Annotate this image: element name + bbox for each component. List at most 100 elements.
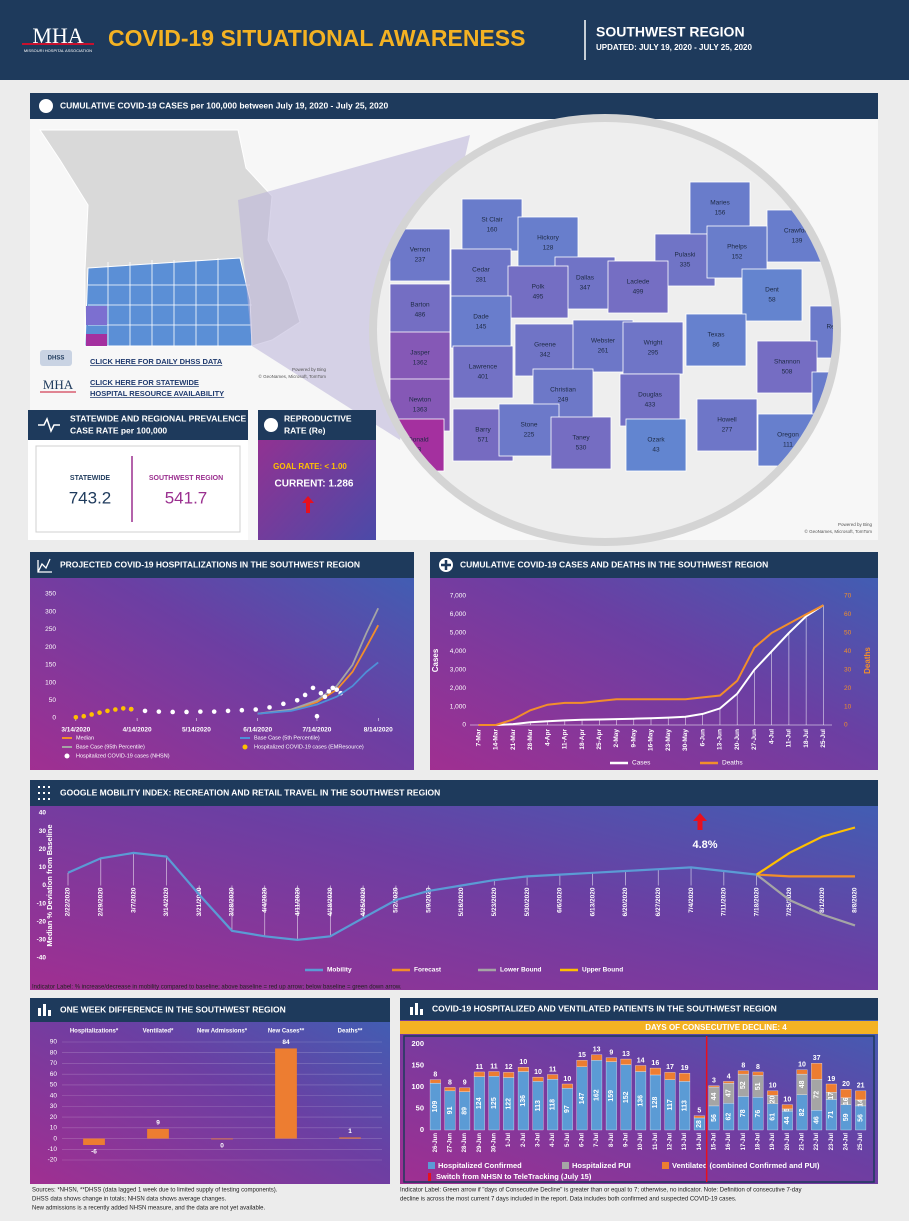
value-label: 147 xyxy=(579,1092,586,1104)
legend-label: Upper Bound xyxy=(582,967,623,974)
legend-swatch xyxy=(64,753,70,759)
y-tick-label: -20 xyxy=(37,918,47,925)
x-tick-label: 21-Mar xyxy=(510,729,517,750)
x-tick-label: 3/14/2020 xyxy=(61,727,90,734)
chart-panel xyxy=(30,998,390,1184)
legend-label: Ventilated (combined Confirmed and PUI) xyxy=(672,1161,820,1170)
y2-tick-label: 40 xyxy=(844,648,852,655)
bar-segment xyxy=(503,1072,515,1078)
bar-segment xyxy=(591,1054,603,1061)
x-tick-label: 25-Jul xyxy=(820,729,827,748)
x-tick-label: 5/30/2020 xyxy=(524,887,531,916)
projection-line xyxy=(257,607,380,715)
section-title: GOOGLE MOBILITY INDEX: RECREATION AND RE… xyxy=(60,787,440,797)
case-dot xyxy=(302,692,308,698)
x-tick-label: 21-Jul xyxy=(800,1133,806,1151)
x-tick-label: 3-Jul xyxy=(536,1133,542,1147)
section-title: RATE (Re) xyxy=(284,425,326,435)
value-label: 13 xyxy=(593,1047,601,1054)
x-tick-label: 6/20/2020 xyxy=(622,887,629,916)
county-value: 495 xyxy=(533,294,544,301)
x-tick-label: 14-Mar xyxy=(493,729,500,750)
county-name: Christian xyxy=(550,387,576,394)
section-bar xyxy=(400,998,878,1020)
section-bar xyxy=(30,780,878,806)
y-tick-label: 300 xyxy=(45,608,56,615)
x-tick-label: 3/21/2020 xyxy=(196,887,203,916)
value-label: 113 xyxy=(682,1100,689,1111)
case-dot xyxy=(184,709,189,715)
value-label: 47 xyxy=(726,1089,733,1097)
section-bar xyxy=(30,552,414,578)
link[interactable]: CLICK HERE FOR STATEWIDE xyxy=(90,378,199,387)
bar-segment xyxy=(796,1069,808,1075)
section-bar xyxy=(430,552,878,578)
county-value: 160 xyxy=(487,227,498,234)
county-name: Oregon xyxy=(777,432,799,439)
value-label: 17 xyxy=(666,1064,674,1071)
y-tick-label: 3,000 xyxy=(450,666,467,673)
map-credit: Powered by Bing xyxy=(838,522,873,527)
value-label: 84 xyxy=(282,1039,290,1046)
county xyxy=(450,248,512,302)
link[interactable]: HOSPITAL RESOURCE AVAILABILITY xyxy=(90,389,224,398)
value-label: 3 xyxy=(712,1078,716,1085)
legend-swatch xyxy=(428,1173,431,1181)
value-label: 113 xyxy=(535,1100,542,1111)
y-tick-label: 50 xyxy=(49,697,57,704)
bar-segment xyxy=(693,1115,705,1119)
value-label: 118 xyxy=(550,1099,557,1110)
series-line xyxy=(478,604,824,726)
county xyxy=(685,313,747,367)
bar-segment xyxy=(752,1071,764,1076)
x-tick-label: 1-Jul xyxy=(506,1133,512,1147)
region-map xyxy=(84,257,253,347)
value-label: 52 xyxy=(740,1081,747,1089)
section-icon xyxy=(39,99,53,113)
bar-segment xyxy=(576,1060,588,1067)
county-name: Texas xyxy=(708,332,726,339)
x-tick-label: 19-Jul xyxy=(770,1133,776,1151)
case-dot xyxy=(73,714,79,720)
value-label: 56 xyxy=(711,1114,718,1122)
section-bar xyxy=(30,998,390,1022)
bar-segment xyxy=(679,1073,691,1082)
bar xyxy=(339,1137,361,1139)
value-label: 89 xyxy=(462,1107,469,1115)
county-value: 499 xyxy=(633,289,644,296)
x-tick-label: 13-Jul xyxy=(682,1133,688,1151)
series-line xyxy=(756,873,855,878)
county xyxy=(389,283,451,337)
county xyxy=(741,268,803,322)
county xyxy=(696,398,758,452)
note: Indicator Label: Green arrow if "days of… xyxy=(400,1188,801,1194)
value-label: 20 xyxy=(842,1081,850,1088)
section-title: STATEWIDE AND REGIONAL PREVALENCE xyxy=(70,413,246,423)
county-value: 139 xyxy=(792,238,803,245)
chart-panel xyxy=(30,780,878,990)
value-label: 14 xyxy=(637,1057,645,1064)
value-label: 91 xyxy=(447,1106,454,1114)
section-title: REPRODUCTIVE xyxy=(284,413,352,423)
county-name: Jasper xyxy=(410,350,430,357)
bar-segment xyxy=(723,1081,735,1084)
x-tick-label: 5-Jul xyxy=(565,1133,571,1147)
category-label: Ventilated* xyxy=(143,1029,174,1035)
link-badge-text: MHA xyxy=(43,377,74,392)
county xyxy=(450,295,512,349)
county xyxy=(498,403,560,457)
link[interactable]: CLICK HERE FOR DAILY DHSS DATA xyxy=(90,357,223,366)
x-tick-label: 6/13/2020 xyxy=(589,887,596,916)
case-dot xyxy=(281,701,286,707)
value-label: 72 xyxy=(814,1091,821,1099)
value-label: 124 xyxy=(476,1097,483,1109)
value-label: 46 xyxy=(814,1116,821,1124)
y-tick-label: 0 xyxy=(42,882,46,889)
category-label: Hospitalizations* xyxy=(70,1029,119,1035)
value-label: 21 xyxy=(857,1083,865,1090)
county-value: 249 xyxy=(558,397,569,404)
value-label: 16 xyxy=(843,1097,850,1105)
value-label: 19 xyxy=(827,1076,835,1083)
x-tick-label: 27-Jun xyxy=(751,729,758,750)
county-value: 237 xyxy=(415,257,426,264)
